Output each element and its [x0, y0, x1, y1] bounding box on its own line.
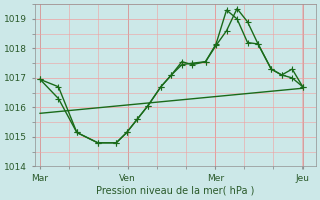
X-axis label: Pression niveau de la mer( hPa ): Pression niveau de la mer( hPa ) — [96, 186, 254, 196]
